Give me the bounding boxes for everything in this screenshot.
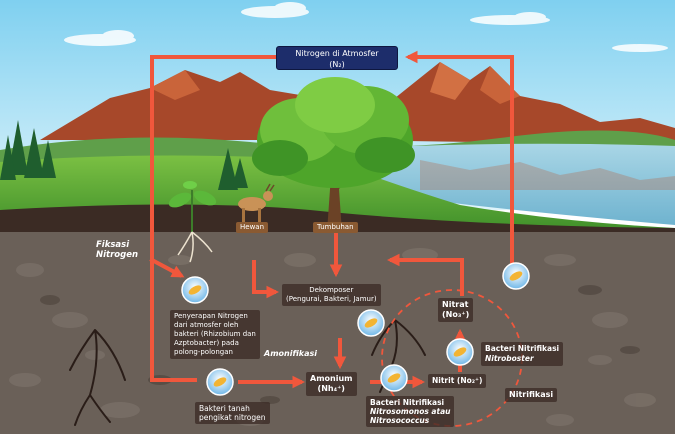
nitrosomonas-box: Bacteri Nitrifikasi Nitrosomonos atau Ni… <box>366 396 455 427</box>
goat <box>238 183 275 222</box>
lake <box>330 143 675 225</box>
dekomposer-line2: (Pengurai, Bakteri, Jamur) <box>286 295 377 303</box>
arrow-fixation-to-bacteria <box>149 257 185 278</box>
bakteri-tanah-line1: Bakteri tanah <box>199 404 250 413</box>
fiksasi-line2: Nitrogen <box>96 250 139 260</box>
dekomposer-line1: Dekomposer <box>309 286 354 294</box>
bacteria-badge-dekomposer <box>357 309 385 337</box>
amonium-box: Amonium (Nh₄⁺) <box>306 372 357 396</box>
amonium-line2: (Nh₄⁺) <box>317 384 345 393</box>
lake-reflection <box>420 160 675 190</box>
arrow-nitrat-to-dekomposer <box>386 253 464 296</box>
atmosphere-nitrogen-box: Nitrogen di Atmosfer (N₂) <box>276 46 398 70</box>
penyerapan-line5: polong-polongan <box>174 348 233 356</box>
penyerapan-line3: bakteri (Rhizobium dan <box>174 330 256 338</box>
nitrifikasi-label: Nitrifikasi <box>505 388 558 402</box>
nitrobacter-box: Bacteri Nitrifikasi Nitroboster <box>481 342 564 366</box>
arrow-nitrat-to-atmosphere <box>404 50 514 264</box>
bakteri-tanah-box: Bakteri tanah pengikat nitrogen <box>195 402 270 424</box>
bacteria-badges <box>181 262 530 396</box>
tumbuhan-tag: Tumbuhan <box>313 222 358 233</box>
nitrobacter-line1: Bacteri Nitrifikasi <box>485 344 560 353</box>
bacteria-badge-soil <box>206 368 234 396</box>
roots <box>69 319 426 426</box>
nitrit-box: Nitrit (No₂⁺) <box>428 374 487 388</box>
nitrobacter-line2: Nitroboster <box>485 354 534 363</box>
penyerapan-line4: Azptobacter) pada <box>174 339 239 347</box>
arrow-hewan-to-dekomposer <box>252 260 280 299</box>
amonifikasi-label: Amonifikasi <box>264 349 317 358</box>
nitrosomonas-line1: Bacteri Nitrifikasi <box>370 398 445 407</box>
pine-trees <box>0 120 248 190</box>
tree <box>252 77 415 232</box>
nitrat-line1: Nitrat <box>442 300 469 309</box>
title-line1: Nitrogen di Atmosfer <box>295 49 379 58</box>
cloud-group <box>64 2 668 52</box>
bacteria-badge-fixation <box>181 276 209 304</box>
dekomposer-box: Dekomposer (Pengurai, Bakteri, Jamur) <box>282 284 381 306</box>
nitrosomonas-line3: Nitrosococcus <box>370 416 430 425</box>
fiksasi-label: Fiksasi Nitrogen <box>96 240 138 260</box>
nitrat-box: Nitrat (No₃⁺) <box>438 298 474 322</box>
penyerapan-line1: Penyerapan Nitrogen <box>174 312 248 320</box>
nitrat-line2: (No₃⁺) <box>442 310 470 319</box>
amonium-line1: Amonium <box>310 374 353 383</box>
penyerapan-box: Penyerapan Nitrogen dari atmosfer oleh b… <box>170 310 260 359</box>
title-line2: (N₂) <box>329 60 345 69</box>
nitrosomonas-line2: Nitrosomonos atau <box>370 407 451 416</box>
bacteria-badge-nitrosomonas <box>380 364 408 392</box>
bacteria-badge-nitrat <box>502 262 530 290</box>
fiksasi-line1: Fiksasi <box>96 240 130 250</box>
bakteri-tanah-line2: pengikat nitrogen <box>199 413 266 422</box>
arrow-atmosphere-to-fixation <box>150 55 278 382</box>
seedling <box>168 181 217 263</box>
hewan-tag: Hewan <box>236 222 269 233</box>
bacteria-badge-nitrobacter <box>446 338 474 366</box>
penyerapan-line2: dari atmosfer oleh <box>174 321 239 329</box>
